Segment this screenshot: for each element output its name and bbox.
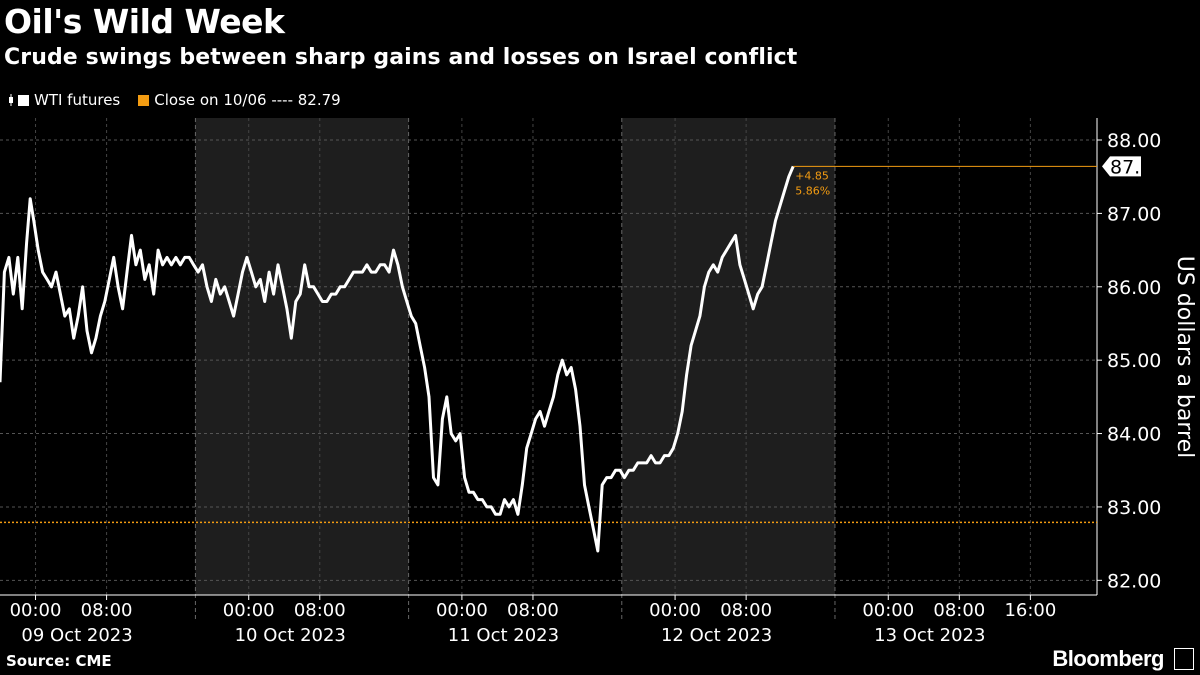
- last-value-label: 87.64: [1110, 156, 1164, 178]
- x-tick-label: 08:00: [720, 600, 772, 621]
- last-change-pct-label: 5.86%: [795, 184, 830, 197]
- y-axis-title: US dollars a barrel: [1172, 256, 1197, 458]
- x-day-label: 11 Oct 2023: [448, 625, 559, 646]
- price-line: [0, 165, 795, 553]
- x-day-label: 10 Oct 2023: [235, 625, 346, 646]
- x-tick-label: 00:00: [10, 600, 62, 621]
- legend-swatch-wti: [18, 94, 29, 106]
- shaded-session-0: [195, 118, 409, 595]
- chart-subtitle: Crude swings between sharp gains and los…: [4, 45, 798, 70]
- last-value-tag: [1102, 156, 1141, 177]
- legend-label-wti: WTI futures: [34, 91, 121, 109]
- x-day-label: 12 Oct 2023: [661, 625, 772, 646]
- y-tick-label: 84.00: [1107, 424, 1161, 446]
- x-day-label: 13 Oct 2023: [874, 625, 985, 646]
- x-tick-label: 08:00: [933, 600, 985, 621]
- x-tick-label: 00:00: [223, 600, 275, 621]
- y-tick-label: 85.00: [1107, 350, 1161, 372]
- legend: WTI futures Close on 10/06 ---- 82.79: [8, 91, 359, 109]
- legend-label-reference: Close on 10/06 ---- 82.79: [154, 91, 341, 109]
- x-tick-label: 00:00: [436, 600, 488, 621]
- x-tick-label: 16:00: [1004, 600, 1056, 621]
- shaded-session-1: [621, 118, 835, 595]
- brand-icon: [1174, 648, 1194, 670]
- x-tick-label: 08:00: [507, 600, 559, 621]
- brand-logo: Bloomberg: [1052, 646, 1164, 671]
- y-tick-label: 86.00: [1107, 277, 1161, 299]
- last-change-label: +4.85: [795, 169, 829, 182]
- x-tick-label: 00:00: [649, 600, 701, 621]
- legend-item-wti: WTI futures: [8, 91, 120, 109]
- x-tick-label: 08:00: [81, 600, 133, 621]
- x-day-label: 09 Oct 2023: [21, 625, 132, 646]
- legend-item-reference: Close on 10/06 ---- 82.79: [138, 91, 341, 109]
- legend-swatch-reference: [138, 94, 150, 106]
- y-tick-label: 87.00: [1107, 203, 1161, 225]
- chart-title: Oil's Wild Week: [4, 2, 285, 41]
- x-tick-label: 00:00: [862, 600, 914, 621]
- x-tick-label: 08:00: [294, 600, 346, 621]
- y-tick-label: 88.00: [1107, 130, 1161, 152]
- y-tick-label: 83.00: [1107, 497, 1161, 519]
- candle-icon: [9, 94, 13, 106]
- y-tick-label: 82.00: [1107, 570, 1161, 592]
- source-note: Source: CME: [6, 652, 112, 670]
